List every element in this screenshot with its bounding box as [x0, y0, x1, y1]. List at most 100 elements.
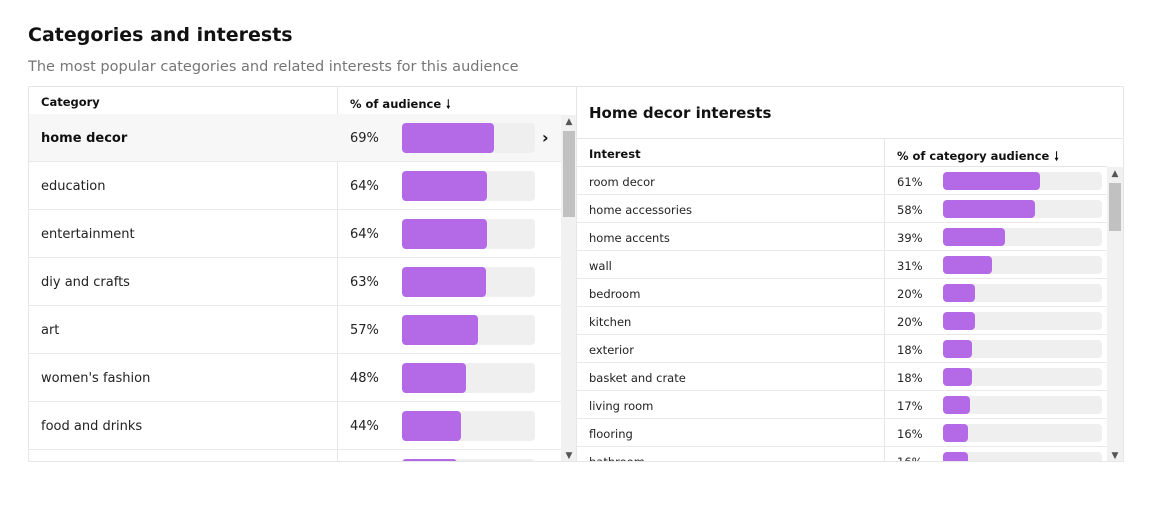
progress-bar-track — [943, 312, 1102, 330]
interest-row-name: basket and crate — [589, 371, 686, 385]
category-column-header: Category — [41, 95, 100, 109]
interest-row[interactable]: home accents 39% — [577, 223, 1107, 251]
scroll-up-icon[interactable]: ▲ — [1111, 169, 1119, 179]
progress-bar-track — [943, 200, 1102, 218]
scroll-up-icon[interactable]: ▲ — [565, 117, 573, 127]
categories-scroll-thumb[interactable] — [563, 131, 575, 217]
interests-list: room decor 61% home accessories 58% home acc… — [577, 167, 1107, 462]
category-row[interactable] — [29, 450, 561, 461]
interest-row[interactable]: living room 17% — [577, 391, 1107, 419]
category-row[interactable]: home decor 69% › — [29, 114, 561, 162]
interest-column-header: Interest — [589, 147, 641, 161]
progress-bar-track — [943, 256, 1102, 274]
category-row[interactable]: women's fashion 48% — [29, 354, 561, 402]
section-subtitle: The most popular categories and related … — [28, 59, 519, 75]
category-row[interactable]: food and drinks 44% — [29, 402, 561, 450]
progress-bar-track — [943, 368, 1102, 386]
interest-row-percentage: 18% — [897, 371, 923, 385]
categories-panel: Category % of audience 🠓 home decor 69% › ed… — [28, 86, 577, 462]
progress-bar-fill — [402, 459, 457, 461]
interest-row[interactable]: bedroom 20% — [577, 279, 1107, 307]
interest-row[interactable]: kitchen 20% — [577, 307, 1107, 335]
interest-row-percentage: 18% — [897, 343, 923, 357]
category-audience-pct-column-header[interactable]: % of category audience 🠓 — [897, 147, 1059, 168]
interest-row-percentage: 16% — [897, 455, 923, 462]
category-row-name: home decor — [41, 131, 128, 146]
interest-row-percentage: 31% — [897, 259, 923, 273]
category-row[interactable]: diy and crafts 63% — [29, 258, 561, 306]
progress-bar-fill — [943, 368, 972, 386]
chevron-right-icon[interactable]: › — [542, 128, 549, 147]
progress-bar-fill — [402, 411, 461, 441]
interest-row-name: kitchen — [589, 315, 632, 329]
categories-list: home decor 69% › education 64% entertainment 6… — [29, 114, 561, 461]
interest-row-percentage: 20% — [897, 315, 923, 329]
interests-scroll-thumb[interactable] — [1109, 183, 1121, 231]
interests-scrollbar[interactable]: ▲ ▼ — [1107, 167, 1123, 461]
progress-bar-fill — [943, 256, 993, 274]
progress-bar-fill — [402, 123, 494, 153]
progress-bar-track — [943, 396, 1102, 414]
interest-row[interactable]: bathroom 16% — [577, 447, 1107, 462]
progress-bar-fill — [943, 284, 975, 302]
progress-bar-track — [402, 315, 535, 345]
scroll-down-icon[interactable]: ▼ — [565, 451, 573, 461]
interest-row[interactable]: wall 31% — [577, 251, 1107, 279]
progress-bar-track — [943, 340, 1102, 358]
progress-bar-track — [402, 219, 535, 249]
progress-bar-track — [943, 424, 1102, 442]
category-row-name: diy and crafts — [41, 275, 130, 290]
interest-row-percentage: 16% — [897, 427, 923, 441]
progress-bar-fill — [943, 312, 975, 330]
category-row-name: women's fashion — [41, 371, 151, 386]
categories-scrollbar[interactable]: ▲ ▼ — [561, 115, 576, 461]
progress-bar-fill — [943, 424, 969, 442]
interest-row-percentage: 39% — [897, 231, 923, 245]
section-title: Categories and interests — [28, 24, 293, 46]
category-row[interactable]: education 64% — [29, 162, 561, 210]
interest-row-name: flooring — [589, 427, 633, 441]
category-row-percentage: 57% — [350, 323, 379, 338]
category-row[interactable]: entertainment 64% — [29, 210, 561, 258]
progress-bar-fill — [943, 340, 972, 358]
audience-pct-column-label: % of audience — [350, 97, 442, 111]
category-row-name: entertainment — [41, 227, 135, 242]
progress-bar-track — [402, 411, 535, 441]
category-row[interactable]: art 57% — [29, 306, 561, 354]
progress-bar-track — [943, 452, 1102, 461]
interest-row-name: exterior — [589, 343, 634, 357]
interest-row[interactable]: exterior 18% — [577, 335, 1107, 363]
interest-row[interactable]: room decor 61% — [577, 167, 1107, 195]
category-row-percentage: 64% — [350, 227, 379, 242]
interest-row-name: living room — [589, 399, 654, 413]
progress-bar-track — [402, 363, 535, 393]
progress-bar-track — [402, 171, 535, 201]
progress-bar-track — [402, 123, 535, 153]
interest-row-name: home accents — [589, 231, 670, 245]
arrow-down-icon: 🠓 — [446, 97, 451, 111]
category-row-percentage: 69% — [350, 131, 379, 146]
interest-row-percentage: 58% — [897, 203, 923, 217]
scroll-down-icon[interactable]: ▼ — [1111, 451, 1119, 461]
category-row-percentage: 48% — [350, 371, 379, 386]
progress-bar-track — [943, 228, 1102, 246]
progress-bar-fill — [943, 200, 1036, 218]
interest-row-percentage: 17% — [897, 399, 923, 413]
progress-bar-track — [402, 267, 535, 297]
progress-bar-track — [402, 459, 535, 461]
interest-row-name: bathroom — [589, 455, 645, 462]
interest-row-percentage: 61% — [897, 175, 923, 189]
column-divider — [884, 139, 885, 461]
divider — [577, 138, 1123, 139]
progress-bar-fill — [402, 171, 488, 201]
column-divider — [337, 87, 338, 461]
interest-row[interactable]: home accessories 58% — [577, 195, 1107, 223]
category-row-percentage: 64% — [350, 179, 379, 194]
interest-row-name: room decor — [589, 175, 655, 189]
audience-pct-column-header[interactable]: % of audience 🠓 — [350, 95, 451, 116]
interest-row[interactable]: flooring 16% — [577, 419, 1107, 447]
category-row-name: art — [41, 323, 60, 338]
progress-bar-fill — [943, 452, 969, 461]
progress-bar-fill — [943, 172, 1040, 190]
interest-row[interactable]: basket and crate 18% — [577, 363, 1107, 391]
